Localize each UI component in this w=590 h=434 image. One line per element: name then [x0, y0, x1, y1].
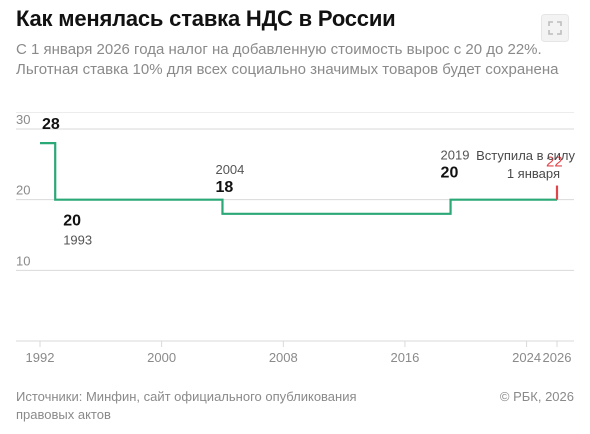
value-annotations: 28 20 1993 18 2004 20 2019 22	[42, 116, 563, 248]
note-line-1: Вступила в силу	[476, 148, 575, 163]
x-tick-label: 2008	[269, 350, 298, 365]
expand-icon[interactable]	[541, 14, 569, 42]
x-tick-label: 2024	[512, 350, 541, 365]
value-label: 18	[215, 179, 233, 196]
y-tick-label: 30	[16, 112, 30, 127]
year-label: 2019	[441, 148, 470, 163]
year-label: 1993	[63, 233, 92, 248]
x-tick-label: 2026	[543, 350, 572, 365]
x-tick-label: 1992	[26, 350, 55, 365]
x-axis-ticks: 1992 2000 2008 2016 2024 2026	[26, 341, 572, 365]
value-label: 20	[441, 165, 459, 182]
page-subtitle: С 1 января 2026 года налог на добавленну…	[16, 41, 559, 78]
y-tick-label: 20	[16, 183, 30, 198]
x-tick-label: 2000	[147, 350, 176, 365]
grid-lines	[16, 112, 574, 342]
vat-rate-line	[40, 142, 557, 215]
sources-note: Источники: Минфин, сайт официального опу…	[16, 389, 357, 422]
x-tick-label: 2016	[390, 350, 419, 365]
year-label: 2004	[215, 162, 244, 177]
y-tick-label: 10	[16, 253, 30, 268]
vat-rate-chart: 10 20 30 1992 2000 2008 2016 2024 2026 28 20 1993…	[16, 112, 575, 365]
value-label: 22	[546, 154, 563, 171]
value-label: 20	[63, 213, 81, 230]
y-axis-ticks: 10 20 30	[16, 112, 30, 268]
value-label: 28	[42, 116, 60, 133]
copyright: © РБК, 2026	[499, 389, 574, 404]
note-line-2: 1 января	[507, 166, 560, 181]
page-title: Как менялась ставка НДС в России	[16, 6, 396, 31]
